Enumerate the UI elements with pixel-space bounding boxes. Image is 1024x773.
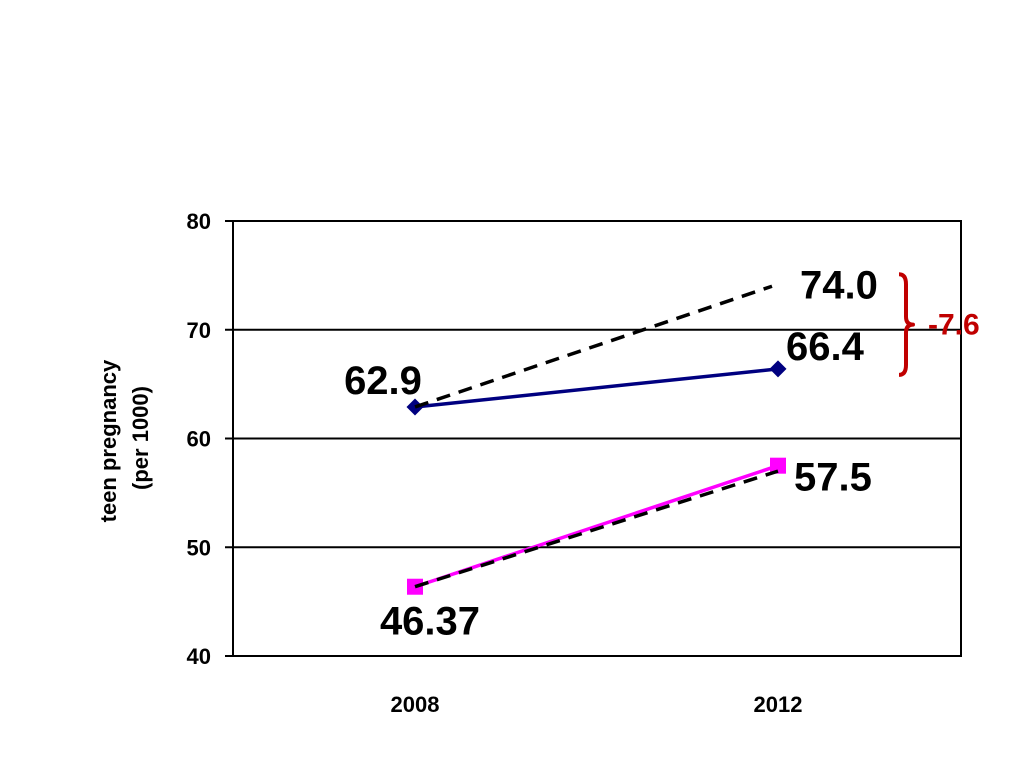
y-tick-label: 60	[187, 427, 211, 452]
y-tick-label: 80	[187, 209, 211, 234]
series-line-1	[414, 464, 779, 589]
series-line-3	[414, 469, 779, 589]
series-line-2	[414, 284, 773, 409]
y-axis-title-line1: teen pregnancy	[96, 359, 121, 522]
data-label: 66.4	[786, 325, 865, 369]
data-label: 57.5	[794, 456, 872, 500]
y-tick-label: 40	[187, 644, 211, 669]
x-tick-label: 2008	[391, 692, 440, 717]
y-tick-label: 70	[187, 318, 211, 343]
y-axis-title: teen pregnancy (per 1000)	[96, 354, 153, 523]
difference-label: -7.6	[928, 309, 980, 342]
series-marker-square	[770, 457, 786, 474]
difference-annotation: -7.6	[898, 272, 980, 377]
series-line-0	[414, 367, 779, 409]
y-axis-title-line2: (per 1000)	[128, 386, 153, 490]
data-label: 46.37	[380, 600, 480, 644]
gridlines	[233, 328, 961, 549]
y-tick-label: 50	[187, 535, 211, 560]
y-axis: 40 50 60 70 80	[187, 209, 233, 669]
data-label: 62.9	[344, 359, 422, 403]
x-tick-label: 2012	[754, 692, 803, 717]
data-label: 74.0	[800, 263, 878, 307]
series-marker-diamond	[769, 360, 787, 378]
x-axis: 2008 2012	[391, 692, 803, 717]
curly-brace	[898, 272, 915, 377]
series-layer	[406, 284, 787, 595]
data-labels: 62.9 66.4 46.37 57.5 74.0	[344, 263, 878, 643]
